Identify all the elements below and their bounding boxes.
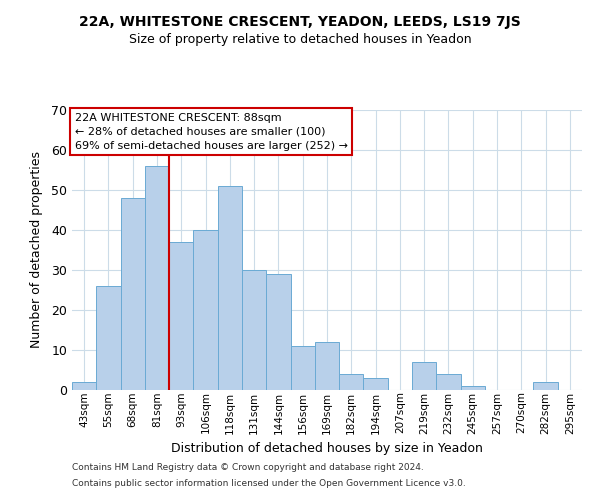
- Bar: [218, 186, 242, 390]
- Bar: [412, 362, 436, 390]
- Bar: [315, 342, 339, 390]
- Bar: [121, 198, 145, 390]
- Text: 22A WHITESTONE CRESCENT: 88sqm
← 28% of detached houses are smaller (100)
69% of: 22A WHITESTONE CRESCENT: 88sqm ← 28% of …: [74, 113, 347, 151]
- Bar: [242, 270, 266, 390]
- Text: 22A, WHITESTONE CRESCENT, YEADON, LEEDS, LS19 7JS: 22A, WHITESTONE CRESCENT, YEADON, LEEDS,…: [79, 15, 521, 29]
- Bar: [436, 374, 461, 390]
- Text: Contains HM Land Registry data © Crown copyright and database right 2024.: Contains HM Land Registry data © Crown c…: [72, 464, 424, 472]
- Bar: [266, 274, 290, 390]
- X-axis label: Distribution of detached houses by size in Yeadon: Distribution of detached houses by size …: [171, 442, 483, 455]
- Bar: [193, 230, 218, 390]
- Y-axis label: Number of detached properties: Number of detached properties: [30, 152, 43, 348]
- Bar: [533, 382, 558, 390]
- Bar: [364, 378, 388, 390]
- Bar: [339, 374, 364, 390]
- Bar: [461, 386, 485, 390]
- Bar: [145, 166, 169, 390]
- Text: Contains public sector information licensed under the Open Government Licence v3: Contains public sector information licen…: [72, 478, 466, 488]
- Bar: [290, 346, 315, 390]
- Text: Size of property relative to detached houses in Yeadon: Size of property relative to detached ho…: [128, 32, 472, 46]
- Bar: [169, 242, 193, 390]
- Bar: [96, 286, 121, 390]
- Bar: [72, 382, 96, 390]
